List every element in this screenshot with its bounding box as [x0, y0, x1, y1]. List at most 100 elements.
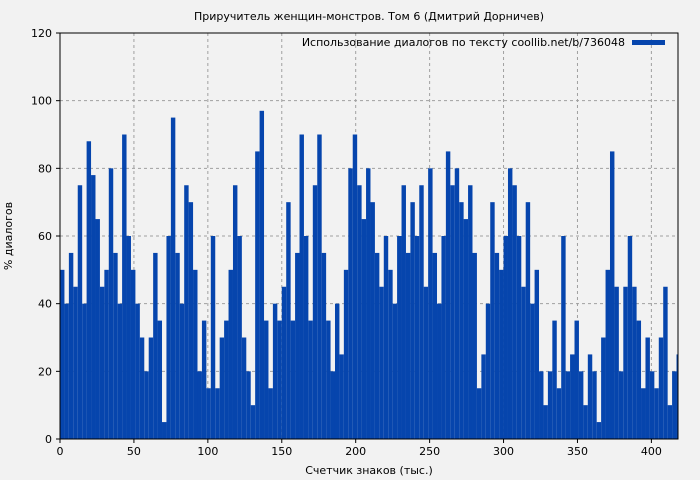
bar: [401, 185, 406, 439]
bar: [241, 337, 247, 439]
bar: [507, 168, 513, 440]
bar: [388, 269, 393, 439]
bar: [82, 303, 87, 439]
bar: [272, 303, 278, 439]
x-tick-label: 150: [271, 445, 292, 458]
bar: [397, 236, 402, 439]
bar: [609, 151, 615, 439]
bar: [601, 337, 606, 439]
bar: [179, 303, 185, 439]
bar: [77, 185, 83, 439]
bar: [437, 303, 442, 439]
bar: [361, 219, 367, 439]
bar: [326, 320, 331, 439]
bar: [592, 371, 597, 439]
bar: [627, 236, 633, 439]
bar: [193, 269, 198, 439]
bar: [419, 185, 424, 439]
y-tick-label: 100: [31, 95, 52, 108]
bar: [130, 269, 136, 439]
bar: [587, 354, 593, 439]
bar: [432, 252, 438, 439]
bar: [286, 202, 291, 439]
bar: [348, 168, 353, 440]
bar: [95, 219, 100, 439]
bar: [188, 202, 194, 439]
bar: [374, 252, 380, 439]
bar: [472, 252, 477, 439]
bar: [534, 269, 540, 439]
y-tick-label: 120: [31, 27, 52, 40]
bar: [308, 320, 313, 439]
bar: [281, 286, 287, 439]
bar: [405, 252, 411, 439]
bar: [525, 202, 531, 439]
bar: [237, 236, 242, 439]
bar: [246, 371, 251, 439]
ticks: 0 50 100 150 200 250 300 350 400 0 20 40 60 80 100 120: [31, 27, 662, 458]
bar: [459, 202, 464, 439]
bar: [357, 185, 362, 439]
bar: [468, 185, 473, 439]
bar: [490, 202, 495, 439]
legend: Использование диалогов по тексту coollib…: [302, 36, 665, 49]
x-tick-label: 200: [345, 445, 366, 458]
legend-label: Использование диалогов по тексту coollib…: [302, 36, 625, 49]
bar: [162, 422, 167, 439]
bar: [259, 110, 265, 440]
bar: [445, 151, 451, 439]
bar: [583, 405, 588, 439]
bar: [499, 269, 504, 439]
bar: [663, 286, 668, 439]
bar: [210, 236, 216, 439]
bar: [68, 252, 74, 439]
bar: [184, 185, 189, 439]
legend-swatch: [632, 40, 665, 45]
bar: [339, 354, 344, 439]
bar: [104, 269, 109, 439]
bar: [312, 185, 318, 439]
bar: [113, 252, 118, 439]
bar: [383, 236, 389, 439]
bar: [366, 168, 371, 440]
bar: [206, 388, 211, 439]
bar: [250, 405, 256, 439]
bar: [197, 371, 202, 439]
bar: [614, 286, 619, 439]
bar: [299, 134, 304, 439]
bar: [476, 388, 482, 439]
bar: [450, 185, 455, 439]
bar: [463, 219, 469, 439]
bar: [290, 320, 296, 439]
y-tick-label: 0: [45, 433, 52, 446]
bar: [201, 320, 207, 439]
bar: [317, 134, 322, 439]
bar: [122, 134, 127, 439]
bar: [343, 269, 349, 439]
bar: [570, 354, 575, 439]
bar: [530, 303, 535, 439]
bar: [175, 252, 180, 439]
bar: [543, 405, 548, 439]
bar: [215, 388, 220, 439]
x-tick-label: 250: [419, 445, 440, 458]
bar: [334, 303, 340, 439]
bar: [277, 320, 282, 439]
bar: [139, 337, 145, 439]
bar: [485, 303, 491, 439]
x-tick-label: 350: [567, 445, 588, 458]
bar: [228, 269, 233, 439]
chart-title: Приручитель женщин-монстров. Том 6 (Дмит…: [194, 10, 544, 23]
bar: [60, 269, 65, 439]
bar: [605, 269, 610, 439]
bar: [654, 388, 659, 439]
y-tick-label: 20: [38, 365, 52, 378]
bar: [672, 371, 677, 439]
bar: [86, 141, 92, 439]
bar: [352, 134, 358, 439]
bar: [64, 303, 69, 439]
bar: [623, 286, 628, 439]
bar: [441, 236, 446, 439]
bar: [632, 286, 637, 439]
